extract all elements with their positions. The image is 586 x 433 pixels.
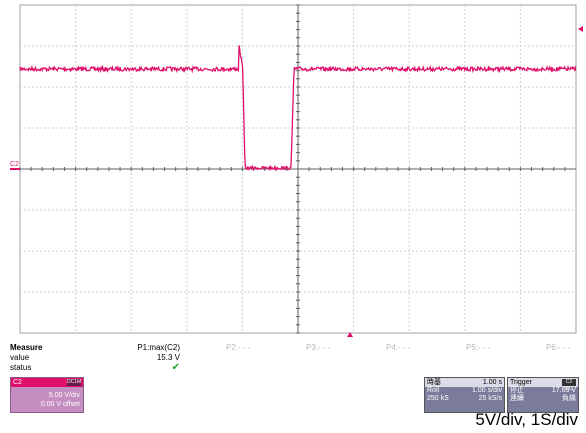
measure-p6-label[interactable]: P6:- - -: [546, 343, 571, 352]
channel-marker-label: C2: [10, 161, 19, 168]
timebase-row-1: Roll 1.00 s/div: [425, 387, 504, 395]
trigger-state: 停止: [510, 387, 524, 394]
coupling-tag: DC1M: [67, 379, 82, 386]
grid: [19, 4, 577, 334]
measure-p2-label[interactable]: P2:- - -: [226, 343, 251, 352]
caption-text: 5V/div, 1S/div: [475, 410, 578, 429]
channel-name: C2: [13, 379, 22, 386]
trigger-row-1: 停止 17.65 V: [508, 387, 578, 395]
channel-header: C2 DC1M: [11, 378, 83, 387]
timebase-samples: 250 kS: [427, 395, 449, 402]
trigger-row-2: 連續 負緣: [508, 395, 578, 403]
checkmark-icon: ✔: [171, 362, 180, 373]
trigger-position-marker-icon: [347, 332, 353, 337]
timebase-value: 1.00 s: [482, 379, 502, 386]
measure-title: Measure: [10, 343, 43, 352]
channel-offset: 0.00 V offset: [40, 401, 80, 408]
timebase-row-2: 250 kS 25 kS/s: [425, 395, 504, 403]
measure-value-label: value: [10, 353, 30, 362]
measure-p3-label[interactable]: P3:- - -: [306, 343, 331, 352]
measure-p4-label[interactable]: P4:- - -: [386, 343, 411, 352]
measure-status-label: status: [10, 363, 32, 372]
trigger-slope: 負緣: [562, 395, 576, 402]
trigger-panel[interactable]: Trigger C2 DC 停止 17.65 V 連續 負緣: [507, 377, 579, 413]
measure-p1-value: 15.3 V: [156, 353, 180, 362]
timebase-panel[interactable]: 時基 1.00 s Roll 1.00 s/div 250 kS 25 kS/s: [424, 377, 505, 413]
oscilloscope-screen: C2: [10, 4, 583, 337]
measure-p5-label[interactable]: P5:- - -: [466, 343, 491, 352]
channel-c2-descriptor[interactable]: C2 DC1M 5.00 V/div 0.00 V offset: [10, 377, 84, 413]
timebase-mode: Roll: [427, 387, 440, 394]
timebase-scale: 1.00 s/div: [472, 387, 502, 394]
timebase-header: 時基 1.00 s: [425, 378, 504, 387]
trigger-level: 17.65 V: [551, 387, 576, 394]
trigger-level-marker-icon: [578, 26, 583, 32]
trigger-source-tag: C2 DC: [562, 379, 576, 392]
measure-p1-label[interactable]: P1:max(C2): [137, 343, 180, 352]
trigger-title: Trigger: [510, 379, 532, 386]
trigger-mode: 連續: [510, 395, 524, 402]
waveform-trace-c2: [10, 45, 577, 172]
timebase-rate: 25 kS/s: [478, 395, 502, 402]
trigger-header: Trigger C2 DC: [508, 378, 578, 392]
channel-scale: 5.00 V/div: [48, 392, 80, 399]
timebase-title: 時基: [427, 379, 441, 386]
waveform-line: [19, 45, 577, 172]
